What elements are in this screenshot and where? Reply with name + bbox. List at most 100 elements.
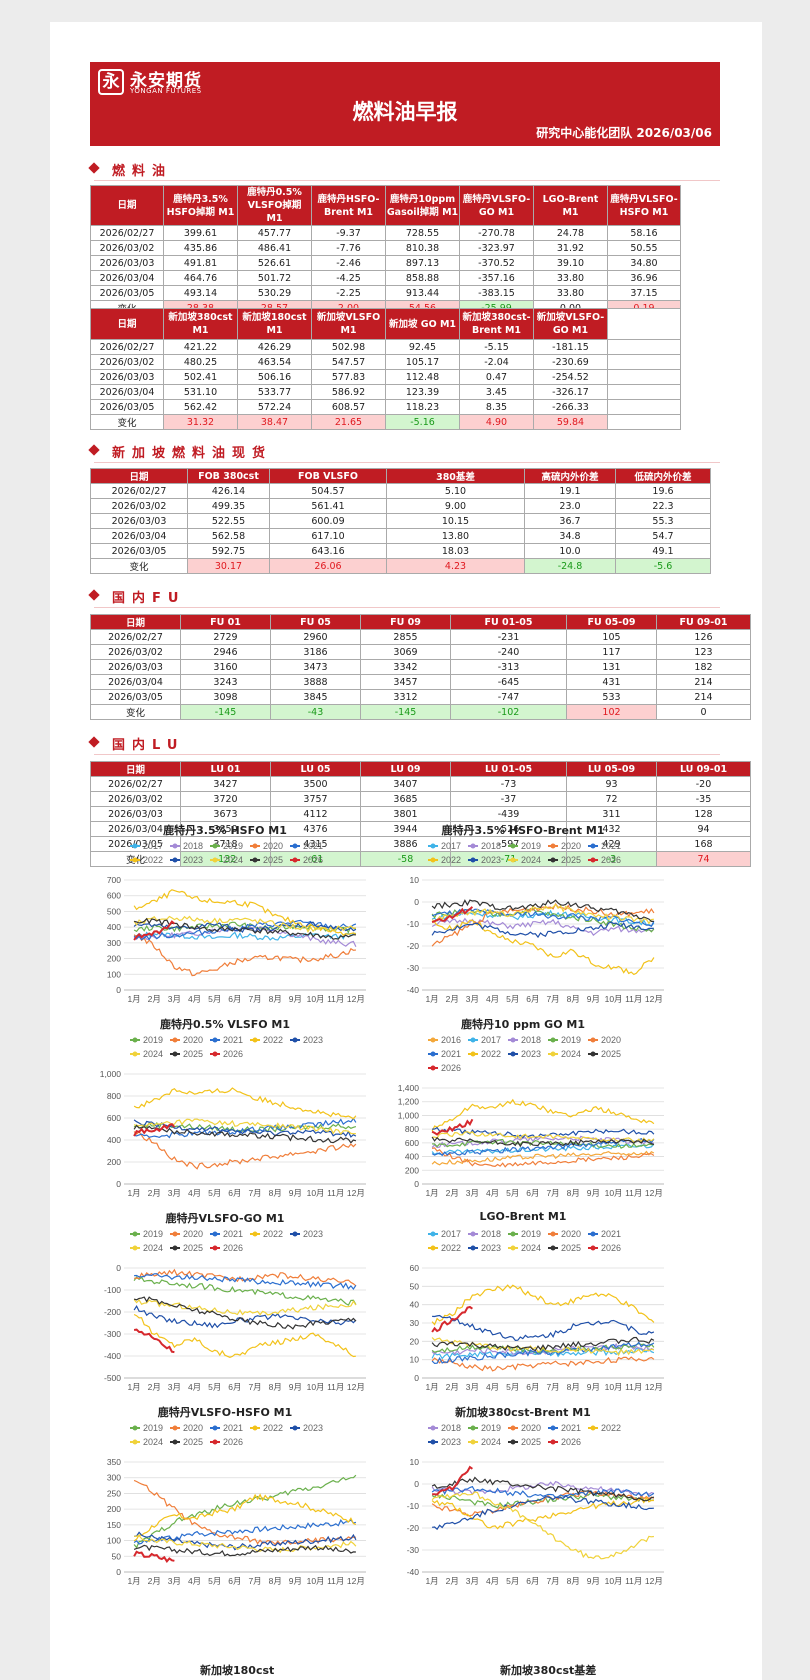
x-tick-label: 6月 <box>526 994 539 1004</box>
line-chart: LGO-Brent M1 2017 2018 2019 2020 2021 2022 2023… <box>388 1210 668 1396</box>
table-cell: -7.76 <box>311 240 386 256</box>
table-cell: 858.88 <box>385 270 460 286</box>
y-tick-label: 200 <box>107 1157 121 1167</box>
table-cell: 214 <box>656 689 751 705</box>
table-cell: 33.80 <box>533 270 608 286</box>
series-line-2026 <box>133 1123 176 1137</box>
table-cell: -254.52 <box>533 369 608 385</box>
table-row: 2026/03/04 562.58 617.10 13.80 34.8 54.7 <box>90 528 711 544</box>
legend-item: 2022 <box>130 855 163 865</box>
table-cell: 533 <box>566 689 657 705</box>
legend-marker <box>132 857 138 863</box>
x-tick-label: 5月 <box>208 994 221 1004</box>
change-cell: -132 <box>180 851 271 867</box>
next-chart-title-right: 新加坡380cst基差 <box>500 1664 597 1677</box>
table-cell: 105.17 <box>385 354 460 370</box>
legend-label: 2021 <box>223 1035 243 1045</box>
legend-marker <box>212 843 218 849</box>
table-cell: 3342 <box>360 659 451 675</box>
table-cell: 531.10 <box>163 384 238 400</box>
table-row: 2026/02/27 3427 3500 3407 -73 93 -20 <box>90 776 751 792</box>
legend-item: 2023 <box>290 1423 323 1433</box>
table-cell: 4112 <box>270 806 361 822</box>
legend-label: 2022 <box>601 1423 621 1433</box>
legend-item: 2017 <box>468 1035 501 1045</box>
table-cell: 2026/03/03 <box>90 255 164 271</box>
table-row: 2026/03/04 531.10 533.77 586.92 123.39 3.45 -3… <box>90 384 681 400</box>
table-cell: -266.33 <box>533 399 608 415</box>
legend-marker <box>470 1425 476 1431</box>
legend-marker <box>510 843 516 849</box>
legend-marker <box>172 1425 178 1431</box>
rotterdam-table: 日期 鹿特丹3.5% HSFO掉期 M1 鹿特丹0.5% VLSFO掉期 M1 鹿特丹… <box>90 185 681 316</box>
table-cell: 617.10 <box>269 528 387 544</box>
chart-title: 鹿特丹10 ppm GO M1 <box>461 1018 585 1031</box>
table-cell: 2026/03/04 <box>90 384 164 400</box>
legend-marker <box>430 857 436 863</box>
table-cell: 643.16 <box>269 543 387 559</box>
series-line-2024 <box>431 903 654 925</box>
legend-item: 2019 <box>508 841 541 851</box>
legend-label: 2022 <box>441 1243 461 1253</box>
table-cell: 36.96 <box>607 270 681 286</box>
table-cell: 426.14 <box>187 483 270 499</box>
legend-label: 2026 <box>223 1437 243 1447</box>
column-header: 低硫内外价差 <box>615 468 711 484</box>
table-cell: 600.09 <box>269 513 387 529</box>
table-cell: 3801 <box>360 806 451 822</box>
table-cell <box>607 399 681 415</box>
table-cell: 58.16 <box>607 225 681 241</box>
legend-label: 2020 <box>561 841 581 851</box>
y-tick-label: 50 <box>112 1551 122 1561</box>
column-header <box>607 308 681 340</box>
x-tick-label: 3月 <box>466 994 479 1004</box>
table-cell: 54.7 <box>615 528 711 544</box>
legend-label: 2020 <box>183 1423 203 1433</box>
y-tick-label: -40 <box>407 985 420 995</box>
legend-marker <box>292 1037 298 1043</box>
yongan-logo-en: YONGAN FUTURES <box>130 87 202 95</box>
legend-item: 2020 <box>170 1229 203 1239</box>
change-row: 变化-132-61-58-71-374 <box>90 851 751 867</box>
series-line-2020 <box>431 902 655 947</box>
legend-marker <box>132 1425 138 1431</box>
column-header: 日期 <box>90 185 164 226</box>
table-cell: 3473 <box>270 659 361 675</box>
series-line-2022 <box>431 1284 655 1326</box>
legend-marker <box>430 1231 436 1237</box>
table-cell: -4.25 <box>311 270 386 286</box>
table-cell: 19.1 <box>524 483 616 499</box>
series-line-2024 <box>432 1131 655 1143</box>
table-cell: 3720 <box>180 791 271 807</box>
legend-marker <box>292 1425 298 1431</box>
table-cell: 2026/03/03 <box>90 513 188 529</box>
legend-marker <box>172 843 178 849</box>
table-cell: 37.15 <box>607 285 681 301</box>
chart-svg: 2017 2018 2019 2020 2021 2022 2023 2024 2025 2026… <box>407 841 664 1004</box>
legend-item: 2025 <box>170 1243 203 1253</box>
x-tick-label: 9月 <box>587 1188 600 1198</box>
y-tick-label: -20 <box>407 1523 420 1533</box>
change-cell: 38.47 <box>237 414 312 430</box>
x-tick-label: 11月 <box>625 1382 642 1392</box>
table-cell: 5.10 <box>386 483 525 499</box>
y-tick-label: -40 <box>407 1567 420 1577</box>
column-header: LU 01 <box>180 761 271 777</box>
change-cell: 变化 <box>90 704 181 720</box>
legend-marker <box>470 1037 476 1043</box>
legend-item: 2019 <box>548 1035 581 1045</box>
table-cell: 2026/03/05 <box>90 543 188 559</box>
table-cell: -439 <box>450 806 567 822</box>
y-tick-label: 0 <box>116 1179 121 1189</box>
legend-label: 2026 <box>561 1437 581 1447</box>
legend-item: 2018 <box>428 1423 461 1433</box>
table-cell: -747 <box>450 689 567 705</box>
table-cell: -37 <box>450 791 567 807</box>
y-tick-label: 600 <box>107 891 121 901</box>
change-cell: -5.6 <box>615 558 711 574</box>
table-cell: 526.61 <box>237 255 312 271</box>
legend-marker <box>590 857 596 863</box>
table-cell: 3407 <box>360 776 451 792</box>
change-cell: -102 <box>450 704 567 720</box>
chart-svg: 2019 2020 2021 2022 2023 2024 2025 2026 -500 -400… <box>104 1229 366 1392</box>
